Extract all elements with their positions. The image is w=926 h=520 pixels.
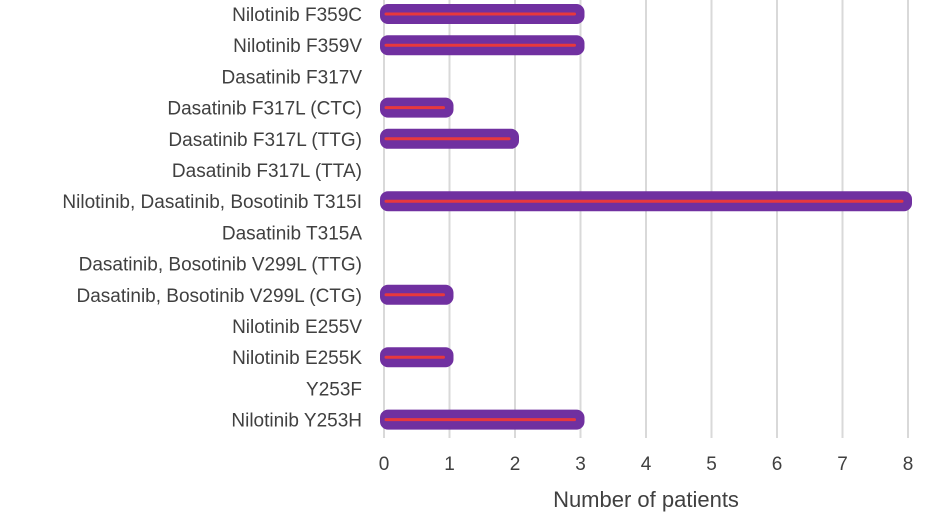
category-label-13: Nilotinib Y253H (231, 411, 362, 432)
category-label-7: Dasatinib T315A (222, 223, 362, 244)
x-tick-label-5: 5 (706, 454, 717, 475)
category-label-8: Dasatinib, Bosotinib V299L (TTG) (79, 255, 362, 276)
x-tick-label-1: 1 (444, 454, 455, 475)
x-tick-label-6: 6 (772, 454, 783, 475)
category-labels: Nilotinib F359C Nilotinib F359V Dasatinib … (62, 5, 362, 432)
category-label-6: Nilotinib, Dasatinib, Bosotinib T315I (62, 192, 362, 213)
category-label-5: Dasatinib F317L (TTA) (172, 161, 362, 182)
category-label-0: Nilotinib F359C (232, 5, 362, 26)
category-label-9: Dasatinib, Bosotinib V299L (CTG) (77, 286, 362, 307)
gridlines (383, 0, 909, 438)
x-tick-label-7: 7 (837, 454, 848, 475)
x-tick-labels: 0 1 2 3 4 5 6 7 8 (379, 454, 914, 475)
category-label-10: Nilotinib E255V (232, 317, 362, 338)
category-label-12: Y253F (306, 379, 362, 400)
x-tick-label-4: 4 (641, 454, 652, 475)
category-label-3: Dasatinib F317L (CTC) (167, 99, 362, 120)
category-label-2: Dasatinib F317V (222, 67, 363, 88)
x-axis-title: Number of patients (553, 487, 739, 512)
x-tick-label-8: 8 (903, 454, 914, 475)
x-tick-label-0: 0 (379, 454, 390, 475)
bars (380, 4, 912, 430)
category-label-4: Dasatinib F317L (TTG) (168, 130, 362, 151)
category-label-1: Nilotinib F359V (233, 36, 362, 57)
x-tick-label-3: 3 (575, 454, 586, 475)
category-label-11: Nilotinib E255K (232, 348, 362, 369)
x-tick-label-2: 2 (510, 454, 521, 475)
